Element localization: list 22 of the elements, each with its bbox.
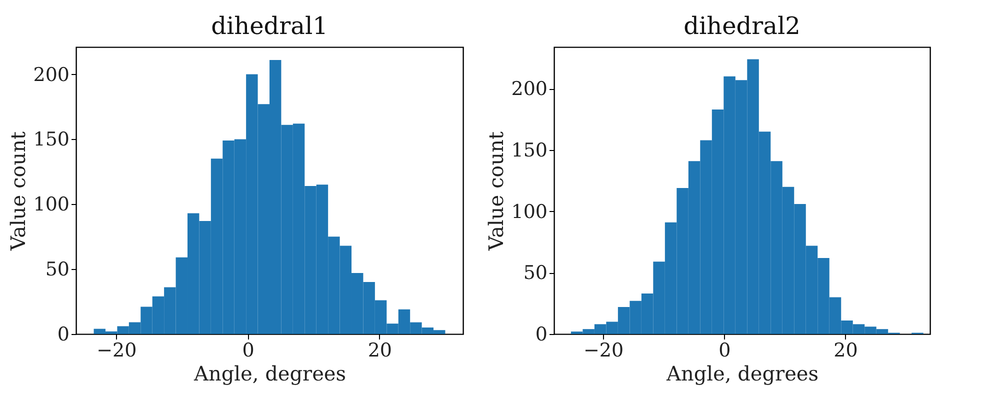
- y-tick-label: 150: [33, 128, 70, 151]
- y-axis-title: Value count: [6, 131, 30, 252]
- y-tick-label: 200: [511, 78, 548, 100]
- x-tick-label: 0: [242, 340, 254, 362]
- y-tick-label: 100: [33, 194, 70, 216]
- x-tick-label: 20: [834, 340, 858, 362]
- y-axis-title: Value count: [484, 131, 508, 252]
- y-tick-label: 0: [535, 324, 548, 346]
- x-axis-title: Angle, degrees: [192, 362, 346, 386]
- y-tick-label: 150: [511, 140, 548, 162]
- y-tick-label: 50: [45, 258, 70, 281]
- y-tick-label: 200: [33, 64, 70, 86]
- x-tick-label: −20: [583, 340, 624, 362]
- chart-title: dihedral2: [684, 12, 800, 40]
- x-tick-label: 0: [718, 340, 731, 362]
- chart-title: dihedral1: [211, 12, 328, 40]
- x-tick-label: 20: [368, 340, 392, 362]
- x-axis-title: Angle, degrees: [665, 362, 819, 386]
- y-tick-label: 0: [57, 324, 70, 346]
- x-tick-label: −20: [96, 340, 137, 362]
- y-tick-label: 50: [523, 262, 548, 284]
- y-tick-label: 100: [511, 200, 548, 223]
